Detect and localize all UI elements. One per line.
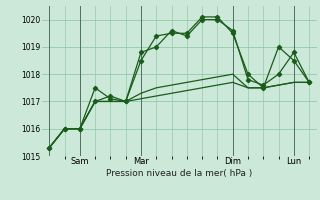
X-axis label: Pression niveau de la mer( hPa ): Pression niveau de la mer( hPa ) [106, 169, 252, 178]
